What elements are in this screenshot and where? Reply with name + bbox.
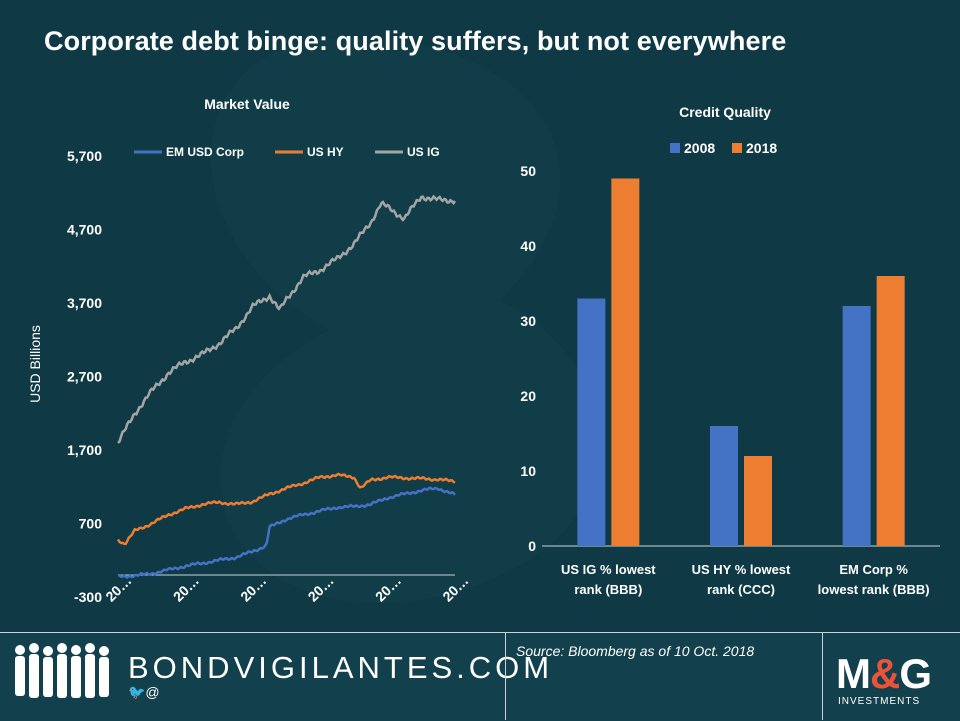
series-line-em-usd-corp [117, 486, 456, 579]
y-tick-label: 40 [520, 238, 536, 254]
category-label: EM Corp % [839, 562, 908, 577]
bar-2018-0 [611, 178, 640, 546]
y-tick-label: 50 [520, 163, 536, 179]
x-tick-label: 20… [170, 572, 202, 604]
bar-2008-0 [577, 298, 606, 546]
people-silhouette-icon [15, 643, 109, 698]
page-title: Corporate debt binge: quality suffers, b… [44, 26, 787, 56]
y-tick-label: 700 [79, 516, 103, 532]
category-label: US IG % lowest [561, 562, 656, 577]
x-tick-label: 20… [439, 572, 470, 604]
legend-label: US HY [307, 145, 344, 159]
y-axis-label: USD Billions [27, 325, 43, 403]
logo-subtitle: INVESTMENTS [838, 696, 921, 707]
legend-label: 2018 [746, 140, 777, 156]
y-tick-label: 5,700 [67, 148, 102, 164]
x-tick-label: 20… [237, 572, 269, 604]
legend-swatch [670, 143, 680, 153]
y-tick-label: 1,700 [67, 442, 102, 458]
logo-g: G [899, 650, 932, 697]
legend-swatch [732, 143, 742, 153]
bar-2018-2 [876, 276, 905, 546]
legend-label: EM USD Corp [166, 145, 244, 159]
y-tick-label: -300 [74, 589, 102, 605]
footer-divider-left [505, 632, 506, 720]
category-label: rank (BBB) [574, 582, 642, 597]
mg-logo: M&G [836, 650, 932, 698]
bar-2018-1 [744, 456, 772, 546]
category-label: US HY % lowest [692, 562, 791, 577]
bar-chart-title: Credit Quality [679, 104, 771, 120]
legend-label: 2008 [684, 140, 715, 156]
y-tick-label: 0 [528, 538, 536, 554]
x-tick-label: 20… [372, 572, 404, 604]
background-decoration [0, 0, 960, 632]
y-tick-label: 3,700 [67, 295, 102, 311]
line-chart-title: Market Value [204, 96, 290, 112]
bar-2008-1 [710, 426, 738, 546]
y-tick-label: 30 [520, 313, 536, 329]
social-links[interactable]: 🐦@ [128, 684, 160, 700]
category-label: lowest rank (BBB) [818, 582, 930, 597]
y-tick-label: 20 [520, 388, 536, 404]
footer-bar [0, 632, 960, 721]
y-tick-label: 10 [520, 463, 536, 479]
y-tick-label: 2,700 [67, 369, 102, 385]
y-tick-label: 4,700 [67, 222, 102, 238]
bar-2008-2 [842, 306, 871, 546]
category-label: rank (CCC) [707, 582, 775, 597]
x-tick-label: 20… [305, 572, 337, 604]
source-note: Source: Bloomberg as of 10 Oct. 2018 [516, 643, 755, 659]
credit-quality-bar-chart: Credit Quality 2008 2018 50 40 30 20 10 0 US IG %… [520, 104, 940, 597]
market-value-line-chart: Market Value USD Billions 5,700 4,700 3,700 2… [27, 96, 470, 605]
series-line-us-hy [116, 472, 456, 546]
series-line-us-ig [117, 194, 457, 444]
logo-m: M [836, 650, 871, 697]
brand-name[interactable]: BONDVIGILANTES.COM [128, 650, 554, 685]
footer-divider-right [822, 632, 823, 720]
legend-label: US IG [407, 145, 440, 159]
logo-amp: & [870, 650, 900, 697]
